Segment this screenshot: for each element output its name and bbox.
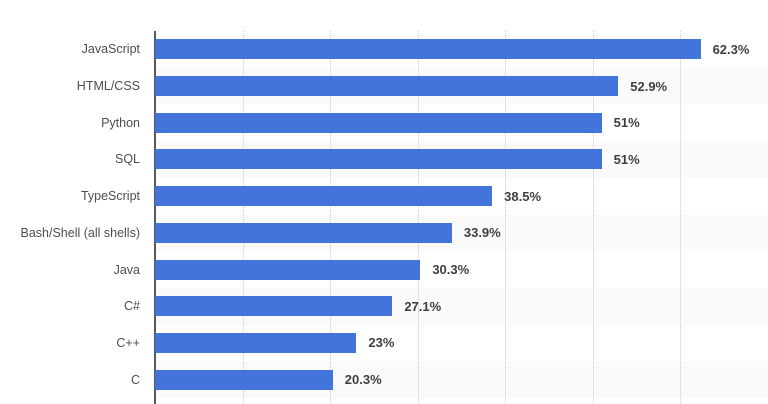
gridline: [242, 31, 244, 404]
category-label: C#: [124, 299, 140, 314]
value-label: 27.1%: [404, 298, 442, 314]
value-label: 30.3%: [432, 262, 470, 278]
value-label: 52.9%: [630, 78, 668, 94]
gridline: [592, 31, 594, 404]
category-label: Python: [101, 115, 140, 130]
bar-C++[interactable]: [155, 332, 357, 353]
gridline: [505, 31, 507, 404]
value-label: 51%: [613, 115, 640, 131]
y-axis-line: [154, 31, 156, 404]
category-label: Java: [113, 262, 140, 277]
bar-C#[interactable]: [155, 296, 393, 317]
value-label: 51%: [613, 151, 640, 167]
category-label: Bash/Shell (all shells): [20, 225, 141, 240]
bar-Java[interactable]: [155, 259, 421, 280]
value-label: 62.3%: [712, 41, 750, 57]
bar-JavaScript[interactable]: [155, 39, 701, 60]
category-label: SQL: [114, 152, 140, 167]
category-label: HTML/CSS: [76, 79, 140, 94]
bar-Bash/Shell (all shells)[interactable]: [155, 222, 452, 243]
category-label: JavaScript: [81, 42, 140, 57]
gridline: [680, 31, 682, 404]
bar-TypeScript[interactable]: [155, 186, 493, 207]
value-label: 23%: [368, 335, 395, 351]
value-label: 38.5%: [504, 188, 542, 204]
category-label: TypeScript: [80, 189, 140, 204]
bar-C[interactable]: [155, 369, 333, 390]
category-label: C: [130, 372, 140, 387]
gridline: [330, 31, 332, 404]
gridline: [417, 31, 419, 404]
value-label: 33.9%: [463, 225, 501, 241]
bar-SQL[interactable]: [155, 149, 602, 170]
bar-HTML/CSS[interactable]: [155, 76, 619, 97]
bar-Python[interactable]: [155, 112, 602, 133]
value-label: 20.3%: [344, 372, 382, 388]
category-label: C++: [116, 335, 140, 350]
